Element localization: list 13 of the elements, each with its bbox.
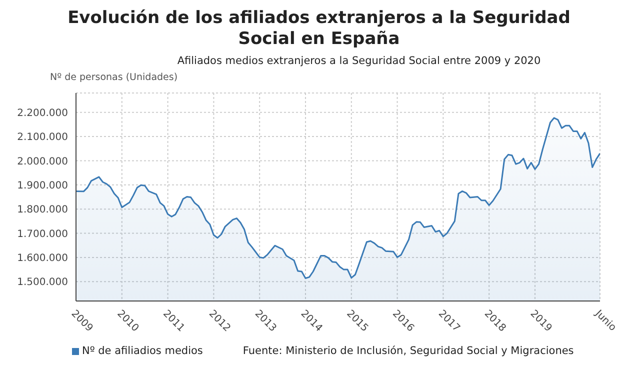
y-tick-label: 1.600.000 [17,253,68,264]
y-tick-label: 2.100.000 [17,132,68,144]
legend-label: Nº de afiliadios medios [82,345,203,357]
y-tick-label: 1.900.000 [17,180,68,192]
y-axis-title: Nº de personas (Unidades) [50,71,179,85]
y-tick-label: 1.500.000 [17,277,68,288]
chart-title: Evolución de los afiliados extranjeros a la Seguridad Social en España [66,8,572,50]
y-tick-label: 1.800.000 [17,204,68,216]
source-note: Fuente: Ministerio de Inclusión, Seguridad Social y Migraciones [242,345,574,357]
chart-subtitle: Afiliados medios extranjeros a la Seguridad Social entre 2009 y 2020 [176,54,542,69]
y-tick-label: 2.000.000 [17,156,68,168]
y-tick-label: 1.700.000 [17,228,68,240]
y-tick-label: 2.200.000 [17,108,68,119]
